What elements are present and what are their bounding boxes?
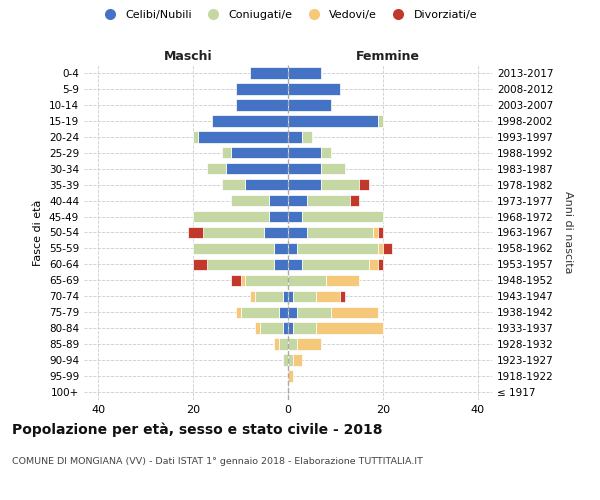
Bar — [236, 306, 241, 318]
Bar — [293, 354, 302, 366]
Bar — [288, 227, 307, 238]
Bar — [274, 338, 278, 350]
Bar — [307, 227, 373, 238]
Bar — [250, 67, 288, 78]
Bar — [226, 163, 288, 174]
Bar — [188, 227, 203, 238]
Bar — [260, 322, 283, 334]
Bar — [293, 290, 316, 302]
Bar — [288, 306, 298, 318]
Bar — [250, 290, 255, 302]
Bar — [193, 258, 208, 270]
Bar — [203, 227, 264, 238]
Bar — [269, 211, 288, 222]
Bar — [283, 354, 288, 366]
Bar — [378, 242, 383, 254]
Bar — [274, 258, 288, 270]
Bar — [241, 306, 278, 318]
Bar — [212, 115, 288, 126]
Bar — [231, 195, 269, 206]
Bar — [221, 147, 231, 158]
Bar — [378, 115, 383, 126]
Y-axis label: Fasce di età: Fasce di età — [34, 200, 43, 266]
Bar — [269, 195, 288, 206]
Text: Popolazione per età, sesso e stato civile - 2018: Popolazione per età, sesso e stato civil… — [12, 422, 383, 437]
Bar — [288, 131, 302, 142]
Bar — [293, 322, 316, 334]
Bar — [302, 258, 368, 270]
Bar — [288, 322, 293, 334]
Bar — [288, 179, 321, 190]
Bar — [378, 258, 383, 270]
Bar — [255, 322, 260, 334]
Bar — [288, 338, 298, 350]
Bar — [208, 258, 274, 270]
Bar — [307, 195, 350, 206]
Bar — [350, 195, 359, 206]
Bar — [373, 227, 378, 238]
Bar — [288, 147, 321, 158]
Bar — [316, 322, 383, 334]
Bar — [288, 195, 307, 206]
Bar — [288, 370, 293, 382]
Bar — [288, 163, 321, 174]
Bar — [245, 179, 288, 190]
Bar — [288, 258, 302, 270]
Bar — [288, 67, 321, 78]
Bar — [193, 242, 274, 254]
Bar — [321, 147, 331, 158]
Bar — [236, 83, 288, 94]
Text: Femmine: Femmine — [356, 50, 419, 64]
Bar — [278, 306, 288, 318]
Bar — [316, 290, 340, 302]
Bar — [288, 211, 302, 222]
Bar — [198, 131, 288, 142]
Bar — [298, 306, 331, 318]
Bar — [298, 338, 321, 350]
Bar — [236, 99, 288, 110]
Bar — [321, 163, 345, 174]
Bar — [193, 131, 198, 142]
Bar — [340, 290, 345, 302]
Bar — [298, 242, 378, 254]
Bar — [288, 290, 293, 302]
Bar — [283, 290, 288, 302]
Bar — [378, 227, 383, 238]
Bar — [288, 354, 293, 366]
Bar — [368, 258, 378, 270]
Bar — [302, 211, 383, 222]
Text: Maschi: Maschi — [164, 50, 212, 64]
Bar — [288, 274, 326, 286]
Bar — [193, 211, 269, 222]
Bar — [283, 322, 288, 334]
Bar — [302, 131, 312, 142]
Bar — [241, 274, 245, 286]
Bar — [208, 163, 226, 174]
Legend: Celibi/Nubili, Coniugati/e, Vedovi/e, Divorziati/e: Celibi/Nubili, Coniugati/e, Vedovi/e, Di… — [94, 6, 482, 25]
Bar — [221, 179, 245, 190]
Bar — [288, 242, 298, 254]
Bar — [326, 274, 359, 286]
Bar — [255, 290, 283, 302]
Bar — [231, 274, 241, 286]
Bar — [359, 179, 368, 190]
Bar — [383, 242, 392, 254]
Bar — [278, 338, 288, 350]
Bar — [288, 83, 340, 94]
Y-axis label: Anni di nascita: Anni di nascita — [563, 191, 573, 274]
Bar — [245, 274, 288, 286]
Bar — [231, 147, 288, 158]
Bar — [264, 227, 288, 238]
Bar — [321, 179, 359, 190]
Bar — [331, 306, 378, 318]
Bar — [288, 99, 331, 110]
Bar — [288, 115, 378, 126]
Bar — [274, 242, 288, 254]
Text: COMUNE DI MONGIANA (VV) - Dati ISTAT 1° gennaio 2018 - Elaborazione TUTTITALIA.I: COMUNE DI MONGIANA (VV) - Dati ISTAT 1° … — [12, 458, 423, 466]
